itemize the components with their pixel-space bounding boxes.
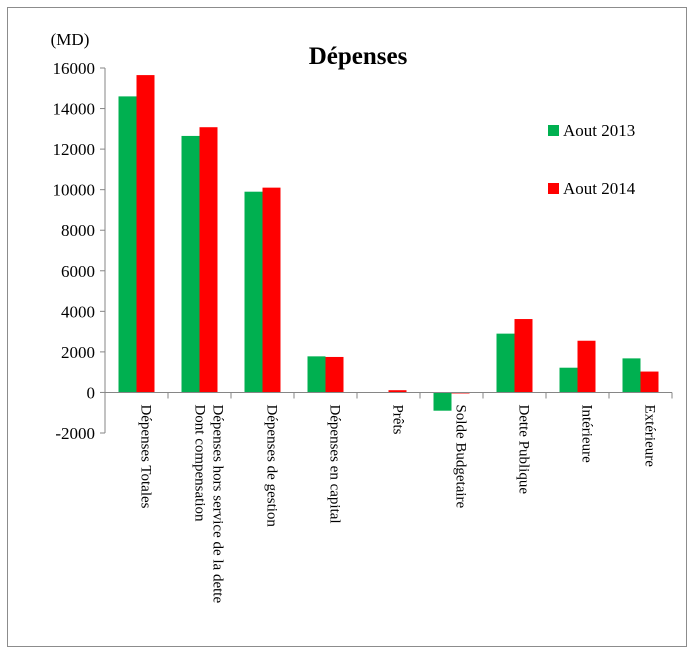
y-axis: -2000 0 2000 4000 6000 8000 10000 12000 14000 160… <box>53 59 106 443</box>
x-axis: Dépenses Totales Dépenses hors service de… <box>104 391 673 603</box>
bar-aout-2014 <box>640 371 659 393</box>
bar-aout-2014 <box>577 340 596 393</box>
y-tick-label: 8000 <box>61 221 95 240</box>
legend: Aout 2013 Aout 2014 <box>548 121 636 198</box>
y-tick-label: 4000 <box>61 302 95 321</box>
bar-aout-2013 <box>622 358 641 393</box>
y-tick-label: 14000 <box>53 100 96 119</box>
y-tick-label: 2000 <box>61 343 95 362</box>
bar-aout-2013 <box>433 392 452 411</box>
x-category-label: Dépenses hors service de la dette <box>210 404 226 603</box>
bar-aout-2014 <box>136 75 155 393</box>
y-tick-label: 0 <box>87 383 96 402</box>
bar-aout-2013 <box>181 135 200 393</box>
bars <box>118 75 659 411</box>
bar-aout-2014 <box>388 390 407 393</box>
legend-label: Aout 2013 <box>563 121 635 140</box>
y-tick-label: 12000 <box>53 140 96 159</box>
x-category-label: Dépenses Totales <box>138 404 154 508</box>
y-tick-label: -2000 <box>55 424 95 443</box>
bar-aout-2014 <box>199 127 218 393</box>
x-category-label: Intérieure <box>579 404 595 463</box>
bar-aout-2014 <box>514 319 533 393</box>
x-category-label: Dépenses de gestion <box>264 404 280 527</box>
y-tick-label: 6000 <box>61 262 95 281</box>
bar-aout-2013 <box>559 367 578 393</box>
x-category-label: Dont compensation <box>192 404 208 522</box>
bar-aout-2013 <box>496 333 515 393</box>
x-category-label: Extérieure <box>642 404 658 467</box>
bar-aout-2014 <box>325 356 344 393</box>
x-category-label: Dette Publique <box>516 404 532 494</box>
x-category-label: Prêts <box>390 404 406 434</box>
bar-aout-2014 <box>451 392 470 394</box>
y-tick-label: 10000 <box>53 181 96 200</box>
bar-aout-2013 <box>118 96 137 393</box>
x-category-label: Dépenses en capital <box>327 404 343 523</box>
legend-swatch <box>548 125 559 136</box>
bar-aout-2013 <box>244 191 263 393</box>
x-category-label: Solde Budgetaire <box>453 404 469 508</box>
legend-label: Aout 2014 <box>563 179 636 198</box>
chart-title: Dépenses <box>309 43 408 70</box>
bar-aout-2013 <box>307 356 326 393</box>
legend-swatch <box>548 183 559 194</box>
unit-label: (MD) <box>51 30 90 49</box>
y-tick-label: 16000 <box>53 59 96 78</box>
bar-aout-2014 <box>262 187 281 393</box>
